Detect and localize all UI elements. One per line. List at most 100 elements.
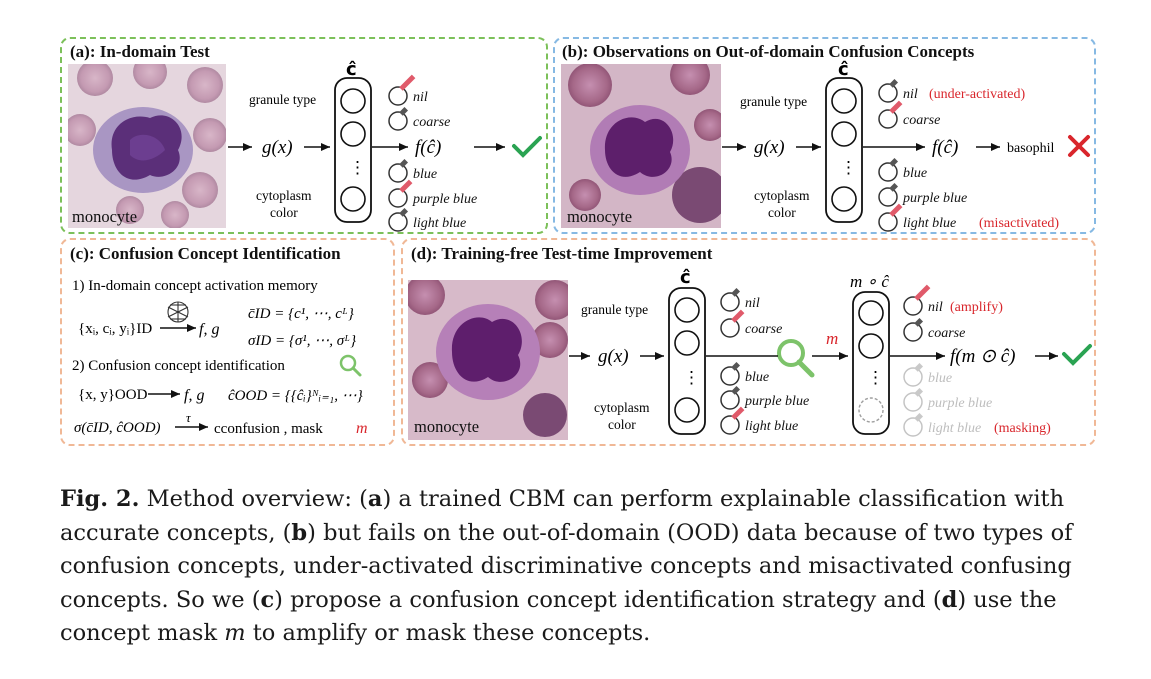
panel-b-granule-type: granule type xyxy=(740,94,807,109)
b-blue-icon-label: blue xyxy=(903,166,927,181)
panel-a-cytoplasm-1: cytoplasm xyxy=(256,188,312,203)
d-left-lightblue-icon xyxy=(720,406,745,435)
panel-c-step1: 1) In-domain concept activation memory xyxy=(72,278,318,294)
panel-b-title: (b): Observations on Out-of-domain Confu… xyxy=(562,42,975,61)
magnifier-icon xyxy=(777,339,815,378)
network-icon xyxy=(167,301,189,323)
panel-d-right-node-masked xyxy=(858,397,884,423)
panel-b-cytoplasm-1: cytoplasm xyxy=(754,188,810,203)
panel-a-granule-type: granule type xyxy=(249,92,316,107)
panel-b-gx: g(x) xyxy=(754,137,785,158)
d-right-nil-icon-label: nil xyxy=(928,300,943,315)
caption-text-6: to amplify or mask these concepts. xyxy=(245,620,651,646)
panel-b-prediction: basophil xyxy=(1007,141,1055,156)
caption-label: Fig. 2. xyxy=(60,486,140,512)
a-blue-icon xyxy=(388,158,409,183)
panel-d-right-node-1 xyxy=(858,300,884,326)
panel-d-granule-type: granule type xyxy=(581,302,648,317)
a-purpleblue-icon-label: purple blue xyxy=(412,192,477,207)
d-left-nil-icon xyxy=(720,287,741,312)
cross-icon xyxy=(1068,135,1090,157)
panel-c-step2: 2) Confusion concept identification xyxy=(72,358,285,374)
panel-c-chat-ood: ĉOOD = {{ĉᵢ}ᴺᵢ₌₁, ⋯} xyxy=(228,388,363,404)
d-left-blue-icon-label: blue xyxy=(745,370,769,385)
b-lightblue-icon-label: light blue xyxy=(903,216,956,231)
d-right-lightblue-icon-note: (masking) xyxy=(994,421,1051,436)
panel-d-right-ellipsis: ⋮ xyxy=(867,368,884,387)
panel-c-id-data: {xᵢ, cᵢ, yᵢ}ID xyxy=(78,321,152,337)
panel-c xyxy=(60,238,395,446)
panel-d-left-node-1 xyxy=(674,297,700,323)
panel-a xyxy=(60,37,548,234)
panel-c-sigma-id: σID = {σ¹, ⋯, σᴸ} xyxy=(248,333,356,349)
panel-c-ood-data: {x, y}OOD xyxy=(78,387,148,403)
d-right-purpleblue-icon-label: purple blue xyxy=(927,396,992,411)
panel-a-node-1 xyxy=(340,88,366,114)
d-left-coarse-icon xyxy=(720,309,745,338)
panel-b-chat: ĉ xyxy=(838,59,849,80)
b-coarse-icon-label: coarse xyxy=(903,113,940,128)
caption-a: a xyxy=(367,486,383,512)
d-right-nil-icon xyxy=(903,284,931,316)
d-right-coarse-icon xyxy=(903,317,924,342)
a-blue-icon-label: blue xyxy=(413,167,437,182)
d-right-lightblue-icon xyxy=(903,412,924,437)
panel-c-title: (c): Confusion Concept Identification xyxy=(70,244,341,263)
d-left-blue-icon xyxy=(720,361,741,386)
panel-c-fg2: f, g xyxy=(184,387,204,404)
panel-d-chat: ĉ xyxy=(680,267,691,288)
b-purpleblue-icon-label: purple blue xyxy=(902,191,967,206)
caption-text-1: Method overview: ( xyxy=(139,486,368,512)
panel-d-cytoplasm-2: color xyxy=(608,417,636,432)
a-coarse-icon xyxy=(388,106,409,131)
panel-b-concept-box xyxy=(825,77,863,223)
panel-b-node-1 xyxy=(831,88,857,114)
check-icon xyxy=(512,136,542,158)
d-right-purpleblue-icon xyxy=(903,387,924,412)
panel-a-fc: f(ĉ) xyxy=(415,137,441,158)
panel-c-sigma-expr: σ(c̄ID, ĉOOD) xyxy=(74,420,161,436)
figure-caption: Fig. 2. Method overview: (a) a trained C… xyxy=(60,483,1100,651)
panel-d-mc: m ∘ ĉ xyxy=(850,272,889,291)
panel-d-left-ellipsis: ⋮ xyxy=(683,368,700,387)
caption-text-5: ) use the concept mask xyxy=(60,586,1057,647)
panel-c-confusion: cconfusion , mask xyxy=(214,421,323,437)
d-right-coarse-icon-label: coarse xyxy=(928,326,965,341)
d-right-blue-icon-label: blue xyxy=(928,371,952,386)
panel-a-ellipsis: ⋮ xyxy=(349,158,366,177)
panel-a-concept-box xyxy=(334,77,372,223)
b-coarse-icon xyxy=(878,100,903,129)
panel-d-title: (d): Training-free Test-time Improvement xyxy=(411,244,713,263)
panel-d-cytoplasm-1: cytoplasm xyxy=(594,400,650,415)
a-lightblue-icon-label: light blue xyxy=(413,216,466,231)
a-nil-icon xyxy=(388,74,416,106)
caption-c: c xyxy=(260,586,275,613)
panel-c-fg: f, g xyxy=(199,321,219,338)
panel-a-chat: ĉ xyxy=(346,59,357,80)
concept-icons-layer: nil coarse blue purple blue light blue nil (un… xyxy=(388,74,1059,437)
panel-d-cell-label: monocyte xyxy=(414,417,479,436)
d-right-lightblue-icon-label: light blue xyxy=(928,421,981,436)
d-right-blue-icon xyxy=(903,362,924,387)
panel-b-cytoplasm-2: color xyxy=(768,205,796,220)
a-nil-icon-label: nil xyxy=(413,90,428,105)
caption-text-4: ) propose a confusion concept identifica… xyxy=(274,586,942,613)
panel-c-cbar-id: c̄ID = {c¹, ⋯, cᴸ} xyxy=(248,306,354,322)
panel-b-cell-image xyxy=(561,64,721,228)
panel-c-tau: τ xyxy=(186,410,192,425)
b-lightblue-icon xyxy=(878,203,903,232)
b-nil-icon-label: nil xyxy=(903,87,918,102)
panel-a-gx: g(x) xyxy=(262,137,293,158)
caption-b: b xyxy=(291,519,308,546)
panel-d-m: m xyxy=(826,329,838,348)
panel-d-concept-box-right xyxy=(852,291,890,435)
panel-d-cell-image xyxy=(408,280,568,440)
b-purpleblue-icon xyxy=(878,182,899,207)
d-left-purpleblue-icon xyxy=(720,385,741,410)
b-blue-icon xyxy=(878,157,899,182)
panel-d-gx: g(x) xyxy=(598,346,629,367)
d-left-purpleblue-icon-label: purple blue xyxy=(744,394,809,409)
b-nil-icon-note: (under-activated) xyxy=(929,87,1025,102)
panel-d xyxy=(401,238,1096,446)
d-right-nil-icon-note: (amplify) xyxy=(950,300,1003,315)
